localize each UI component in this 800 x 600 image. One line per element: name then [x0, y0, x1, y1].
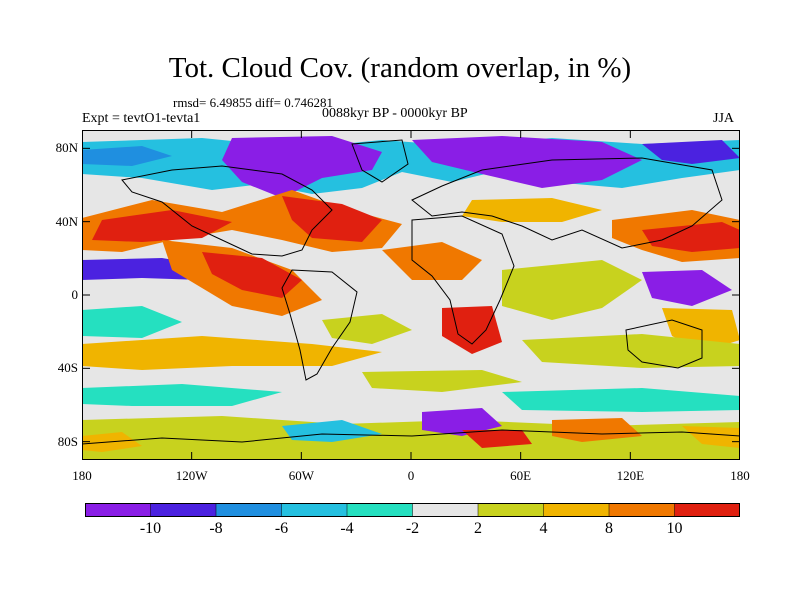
anomaly-region	[502, 388, 740, 412]
experiment-label: Expt = tevtO1-tevta1	[82, 111, 201, 126]
anomaly-field	[82, 130, 740, 460]
anomaly-region	[552, 418, 642, 442]
lat-tickmarks	[82, 147, 740, 443]
anomaly-region	[522, 334, 740, 368]
anomaly-region	[82, 146, 172, 166]
anomaly-region	[202, 252, 302, 298]
lon-tick-label: 180	[72, 468, 92, 483]
colorbar-swatch	[346, 503, 414, 517]
coastlines	[82, 139, 740, 445]
coastline-australia	[625, 319, 703, 369]
colorbar-label: 10	[666, 520, 683, 537]
anomaly-region	[82, 306, 182, 338]
anomaly-region	[682, 426, 740, 448]
colorbar-label: -10	[139, 520, 162, 537]
anomaly-region	[642, 140, 740, 164]
anomaly-region	[282, 196, 382, 242]
colorbar-label: -4	[340, 520, 354, 537]
lat-tick-label: 40N	[55, 213, 78, 229]
colorbar-swatch	[674, 503, 740, 517]
map-panel	[82, 130, 740, 460]
colorbar-swatch	[543, 503, 610, 517]
lon-tick-label: 60W	[288, 468, 314, 483]
colorbar-label: -6	[274, 520, 289, 537]
colorbar-swatch	[412, 503, 479, 517]
anomaly-region	[82, 384, 282, 406]
lat-tick-label: 80S	[57, 433, 78, 449]
lat-tick-label: 0	[71, 287, 79, 302]
lat-tick-label: 40S	[57, 360, 78, 376]
colorbar-swatch	[477, 503, 545, 517]
anomaly-region	[362, 370, 522, 392]
colorbar-swatch	[281, 503, 348, 517]
anomaly-region	[82, 336, 382, 370]
lon-tick-label: 120W	[175, 468, 208, 483]
coastline-eurasia	[411, 157, 723, 249]
lon-tick-label: 180	[730, 468, 750, 483]
anomaly-region	[412, 136, 642, 188]
coastline-africa	[411, 215, 515, 345]
anomaly-region	[322, 314, 412, 344]
anomaly-region	[422, 408, 502, 436]
anomaly-region	[502, 260, 642, 320]
anomaly-region	[462, 430, 532, 448]
anomaly-region	[642, 270, 732, 306]
coastline-greenland	[351, 139, 409, 183]
colorbar-swatch	[608, 503, 676, 517]
stats-line: rmsd= 6.49855 diff= 0.746281	[173, 95, 333, 110]
anomaly-region	[382, 242, 482, 280]
lon-tick-label: 0	[407, 468, 415, 483]
plot-title: Tot. Cloud Cov. (random overlap, in %)	[168, 52, 632, 84]
colorbar	[85, 503, 740, 517]
colorbar-label: 8	[605, 520, 613, 537]
lon-tickmarks	[82, 130, 740, 460]
anomaly-region	[462, 198, 602, 222]
colorbar-label: 2	[474, 520, 482, 537]
lon-tick-label: 60E	[510, 468, 532, 483]
anomaly-region	[282, 420, 382, 442]
season-label: JJA	[713, 111, 735, 126]
colorbar-swatch	[85, 503, 152, 517]
colorbar-label: -8	[209, 520, 223, 537]
lat-tick-label: 80N	[55, 140, 78, 156]
anomaly-region	[642, 222, 740, 252]
period-label: 0088kyr BP - 0000kyr BP	[322, 106, 468, 121]
colorbar-swatch	[150, 503, 217, 517]
coastline-north-america	[121, 165, 333, 257]
anomaly-region	[442, 306, 502, 354]
colorbar-label: 4	[539, 520, 548, 537]
coastline-antarctica	[82, 429, 740, 445]
coastline-south-america	[281, 269, 358, 381]
colorbar-label: -2	[405, 520, 420, 537]
lon-tick-label: 120E	[616, 468, 645, 483]
anomaly-region	[222, 136, 382, 198]
anomaly-region	[92, 210, 232, 242]
colorbar-swatch	[215, 503, 283, 517]
